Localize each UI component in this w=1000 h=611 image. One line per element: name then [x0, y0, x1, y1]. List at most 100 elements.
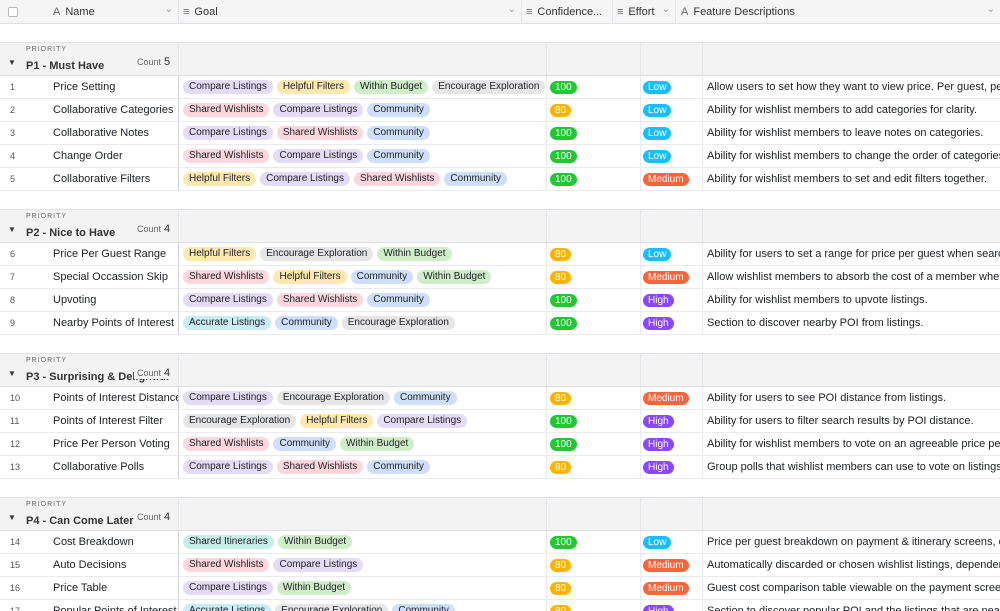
name-cell[interactable]: Price Table	[50, 577, 179, 599]
description-cell[interactable]: Group polls that wishlist members can us…	[707, 461, 1000, 473]
name-cell[interactable]: Collaborative Notes	[50, 122, 179, 144]
chevron-down-icon[interactable]: ⌄	[986, 4, 995, 15]
confidence-cell[interactable]: 80	[547, 99, 641, 121]
confidence-cell[interactable]: 100	[547, 433, 641, 455]
confidence-cell[interactable]: 100	[547, 312, 641, 334]
description-cell[interactable]: Allow wishlist members to absorb the cos…	[707, 271, 1000, 283]
description-cell[interactable]: Ability for wishlist members to upvote l…	[707, 294, 928, 306]
confidence-cell[interactable]: 100	[547, 410, 641, 432]
column-header-goal[interactable]: ≡ Goal ⌄	[179, 0, 522, 24]
goal-cell[interactable]: Shared Wishlists Compare Listings Communit…	[179, 99, 547, 121]
table-row[interactable]: 13 Collaborative Polls Compare Listings Sha…	[0, 456, 1000, 479]
description-cell[interactable]: Ability for wishlist members to change t…	[707, 150, 1000, 162]
effort-cell[interactable]: High	[641, 312, 703, 334]
table-row[interactable]: 7 Special Occassion Skip Shared Wishlists H…	[0, 266, 1000, 289]
table-row[interactable]: 5 Collaborative Filters Helpful Filters Com…	[0, 168, 1000, 191]
table-row[interactable]: 3 Collaborative Notes Compare Listings Shar…	[0, 122, 1000, 145]
confidence-cell[interactable]: 80	[547, 387, 641, 409]
goal-cell[interactable]: Accurate Listings Encourage Exploration Co…	[179, 600, 547, 611]
goal-cell[interactable]: Compare Listings Helpful Filters Within Bu…	[179, 76, 547, 98]
confidence-cell[interactable]: 80	[547, 266, 641, 288]
goal-cell[interactable]: Shared Wishlists Community Within Budget	[179, 433, 547, 455]
confidence-cell[interactable]: 100	[547, 531, 641, 553]
goal-cell[interactable]: Shared Itineraries Within Budget	[179, 531, 547, 553]
effort-cell[interactable]: Medium	[641, 168, 703, 190]
goal-cell[interactable]: Encourage Exploration Helpful Filters Comp…	[179, 410, 547, 432]
effort-cell[interactable]: High	[641, 289, 703, 311]
goal-cell[interactable]: Helpful Filters Encourage Exploration With…	[179, 243, 547, 265]
description-cell[interactable]: Section to discover nearby POI from list…	[707, 317, 924, 329]
name-cell[interactable]: Collaborative Categories	[50, 99, 179, 121]
column-header-name[interactable]: A Name ⌄	[50, 0, 179, 24]
effort-cell[interactable]: Low	[641, 99, 703, 121]
column-header-effort[interactable]: ≡ Effort ⌄	[613, 0, 676, 24]
table-row[interactable]: 17 Popular Points of Interest Accurate Lis…	[0, 600, 1000, 611]
effort-cell[interactable]: Low	[641, 76, 703, 98]
description-cell[interactable]: Allow users to set how they want to view…	[707, 81, 1000, 93]
name-cell[interactable]: Nearby Points of Interest	[50, 312, 179, 334]
name-cell[interactable]: Price Per Person Voting	[50, 433, 179, 455]
effort-cell[interactable]: Low	[641, 122, 703, 144]
confidence-cell[interactable]: 80	[547, 554, 641, 576]
confidence-cell[interactable]: 80	[547, 577, 641, 599]
chevron-down-icon[interactable]: ⌄	[164, 4, 173, 15]
confidence-cell[interactable]: 100	[547, 76, 641, 98]
name-cell[interactable]: Upvoting	[50, 289, 179, 311]
name-cell[interactable]: Collaborative Filters	[50, 168, 179, 190]
description-cell[interactable]: Ability for wishlist members to add cate…	[707, 104, 977, 116]
name-cell[interactable]: Price Setting	[50, 76, 179, 98]
goal-cell[interactable]: Compare Listings Shared Wishlists Communit…	[179, 456, 547, 478]
column-header-feature-descriptions[interactable]: A Feature Descriptions ⌄	[676, 0, 1000, 24]
confidence-cell[interactable]: 100	[547, 289, 641, 311]
table-row[interactable]: 12 Price Per Person Voting Shared Wishlist…	[0, 433, 1000, 456]
description-cell[interactable]: Ability for users to see POI distance fr…	[707, 392, 947, 404]
effort-cell[interactable]: Low	[641, 145, 703, 167]
goal-cell[interactable]: Compare Listings Shared Wishlists Communit…	[179, 289, 547, 311]
table-row[interactable]: 1 Price Setting Compare Listings Helpful Fi…	[0, 76, 1000, 99]
goal-cell[interactable]: Shared Wishlists Compare Listings Communit…	[179, 145, 547, 167]
effort-cell[interactable]: Medium	[641, 387, 703, 409]
effort-cell[interactable]: High	[641, 600, 703, 611]
effort-cell[interactable]: High	[641, 456, 703, 478]
table-row[interactable]: 8 Upvoting Compare Listings Shared Wishlist…	[0, 289, 1000, 312]
name-cell[interactable]: Popular Points of Interest	[50, 600, 179, 611]
name-cell[interactable]: Collaborative Polls	[50, 456, 179, 478]
table-row[interactable]: 16 Price Table Compare Listings Within Budg…	[0, 577, 1000, 600]
confidence-cell[interactable]: 100	[547, 145, 641, 167]
effort-cell[interactable]: Medium	[641, 577, 703, 599]
confidence-cell[interactable]: 100	[547, 122, 641, 144]
effort-cell[interactable]: Low	[641, 531, 703, 553]
description-cell[interactable]: Ability for users to set a range for pri…	[707, 248, 1000, 260]
chevron-down-icon[interactable]: ⌄	[661, 4, 670, 15]
description-cell[interactable]: Ability for wishlist members to set and …	[707, 173, 988, 185]
name-cell[interactable]: Cost Breakdown	[50, 531, 179, 553]
collapse-triangle-icon[interactable]: ▼	[8, 58, 16, 67]
description-cell[interactable]: Price per guest breakdown on payment & i…	[707, 536, 1000, 548]
goal-cell[interactable]: Compare Listings Shared Wishlists Communit…	[179, 122, 547, 144]
effort-cell[interactable]: Medium	[641, 266, 703, 288]
name-cell[interactable]: Points of Interest Filter	[50, 410, 179, 432]
description-cell[interactable]: Section to discover popular POI and the …	[707, 605, 1000, 611]
confidence-cell[interactable]: 80	[547, 243, 641, 265]
goal-cell[interactable]: Helpful Filters Compare Listings Shared Wi…	[179, 168, 547, 190]
table-row[interactable]: 11 Points of Interest Filter Encourage Exp…	[0, 410, 1000, 433]
table-row[interactable]: 4 Change Order Shared Wishlists Compare Lis…	[0, 145, 1000, 168]
table-row[interactable]: 10 Points of Interest Distance Compare Lis…	[0, 387, 1000, 410]
chevron-down-icon[interactable]: ⌄	[507, 4, 516, 15]
name-cell[interactable]: Special Occassion Skip	[50, 266, 179, 288]
effort-cell[interactable]: Low	[641, 243, 703, 265]
effort-cell[interactable]: Medium	[641, 554, 703, 576]
goal-cell[interactable]: Accurate Listings Community Encourage Expl…	[179, 312, 547, 334]
description-cell[interactable]: Ability for wishlist members to vote on …	[707, 438, 1000, 450]
name-cell[interactable]: Change Order	[50, 145, 179, 167]
goal-cell[interactable]: Shared Wishlists Compare Listings	[179, 554, 547, 576]
goal-cell[interactable]: Compare Listings Encourage Exploration Com…	[179, 387, 547, 409]
table-row[interactable]: 6 Price Per Guest Range Helpful Filters Enc…	[0, 243, 1000, 266]
description-cell[interactable]: Guest cost comparison table viewable on …	[707, 582, 1000, 594]
name-cell[interactable]: Auto Decisions	[50, 554, 179, 576]
goal-cell[interactable]: Compare Listings Within Budget	[179, 577, 547, 599]
collapse-triangle-icon[interactable]: ▼	[8, 369, 16, 378]
select-all-checkbox[interactable]	[8, 7, 18, 17]
table-row[interactable]: 15 Auto Decisions Shared Wishlists Compare …	[0, 554, 1000, 577]
column-header-confidence[interactable]: ≡ Confidence...	[522, 0, 613, 24]
